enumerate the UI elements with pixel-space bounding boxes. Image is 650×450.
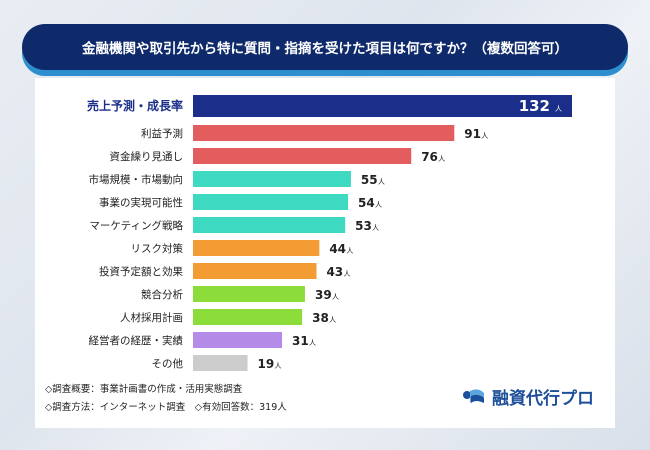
category-label: 市場規模・市場動向 bbox=[89, 173, 184, 186]
bar-0 bbox=[193, 95, 572, 117]
bar-10 bbox=[193, 332, 283, 348]
unit-label: 人 bbox=[309, 339, 316, 347]
bar-6 bbox=[193, 240, 320, 256]
bar-3 bbox=[193, 171, 351, 187]
bar-11 bbox=[193, 355, 248, 371]
category-label: 売上予測・成長率 bbox=[87, 98, 183, 113]
unit-label: 人 bbox=[343, 270, 350, 278]
bar-8 bbox=[193, 286, 305, 302]
category-label: マーケティング戦略 bbox=[89, 219, 183, 232]
unit-label: 人 bbox=[372, 224, 379, 232]
bar-1 bbox=[193, 125, 455, 141]
unit-label: 人 bbox=[346, 247, 353, 255]
logo-text: 融資代行プロ bbox=[492, 389, 594, 409]
value-label: 19 bbox=[258, 357, 275, 371]
value-label: 38 bbox=[312, 311, 329, 325]
unit-label: 人 bbox=[378, 178, 385, 186]
value-label: 54 bbox=[358, 196, 375, 210]
chart-title: 金融機関や取引先から特に質問・指摘を受けた項目は何ですか？（複数回答可） bbox=[22, 24, 628, 70]
category-label: リスク対策 bbox=[131, 242, 184, 255]
value-label: 31 bbox=[292, 334, 309, 348]
value-label: 43 bbox=[326, 265, 343, 279]
bar-5 bbox=[193, 217, 346, 233]
survey-method: ◇調査方法：インターネット調査 ◇有効回答数：319人 bbox=[45, 402, 287, 413]
category-label: その他 bbox=[152, 357, 184, 370]
value-label: 55 bbox=[361, 173, 378, 187]
category-label: 人材採用計画 bbox=[120, 311, 183, 324]
category-label: 資金繰り見通し bbox=[110, 150, 184, 163]
value-label: 39 bbox=[315, 288, 332, 302]
category-label: 事業の実現可能性 bbox=[99, 196, 183, 209]
bar-9 bbox=[193, 309, 303, 325]
logo: 融資代行プロ bbox=[462, 384, 594, 409]
wave-logo-icon bbox=[463, 388, 484, 403]
value-label: 44 bbox=[329, 242, 346, 256]
unit-label: 人 bbox=[438, 155, 445, 163]
bar-4 bbox=[193, 194, 349, 210]
category-label: 経営者の経歴・実績 bbox=[89, 334, 184, 347]
value-label: 91 bbox=[464, 127, 481, 141]
bar-7 bbox=[193, 263, 317, 279]
value-label: 53 bbox=[355, 219, 372, 233]
bar-2 bbox=[193, 148, 412, 164]
unit-label: 人 bbox=[332, 293, 339, 301]
unit-label: 人 bbox=[329, 316, 336, 324]
value-label: 132 bbox=[519, 97, 550, 115]
unit-label: 人 bbox=[275, 362, 282, 370]
unit-label: 人 bbox=[555, 105, 562, 113]
unit-label: 人 bbox=[481, 132, 488, 140]
category-label: 投資予定額と効果 bbox=[99, 265, 183, 278]
unit-label: 人 bbox=[375, 201, 382, 209]
category-label: 利益予測 bbox=[141, 127, 183, 140]
category-label: 競合分析 bbox=[141, 288, 183, 301]
value-label: 76 bbox=[421, 150, 438, 164]
survey-overview: ◇調査概要：事業計画書の作成・活用実態調査 bbox=[45, 384, 243, 395]
